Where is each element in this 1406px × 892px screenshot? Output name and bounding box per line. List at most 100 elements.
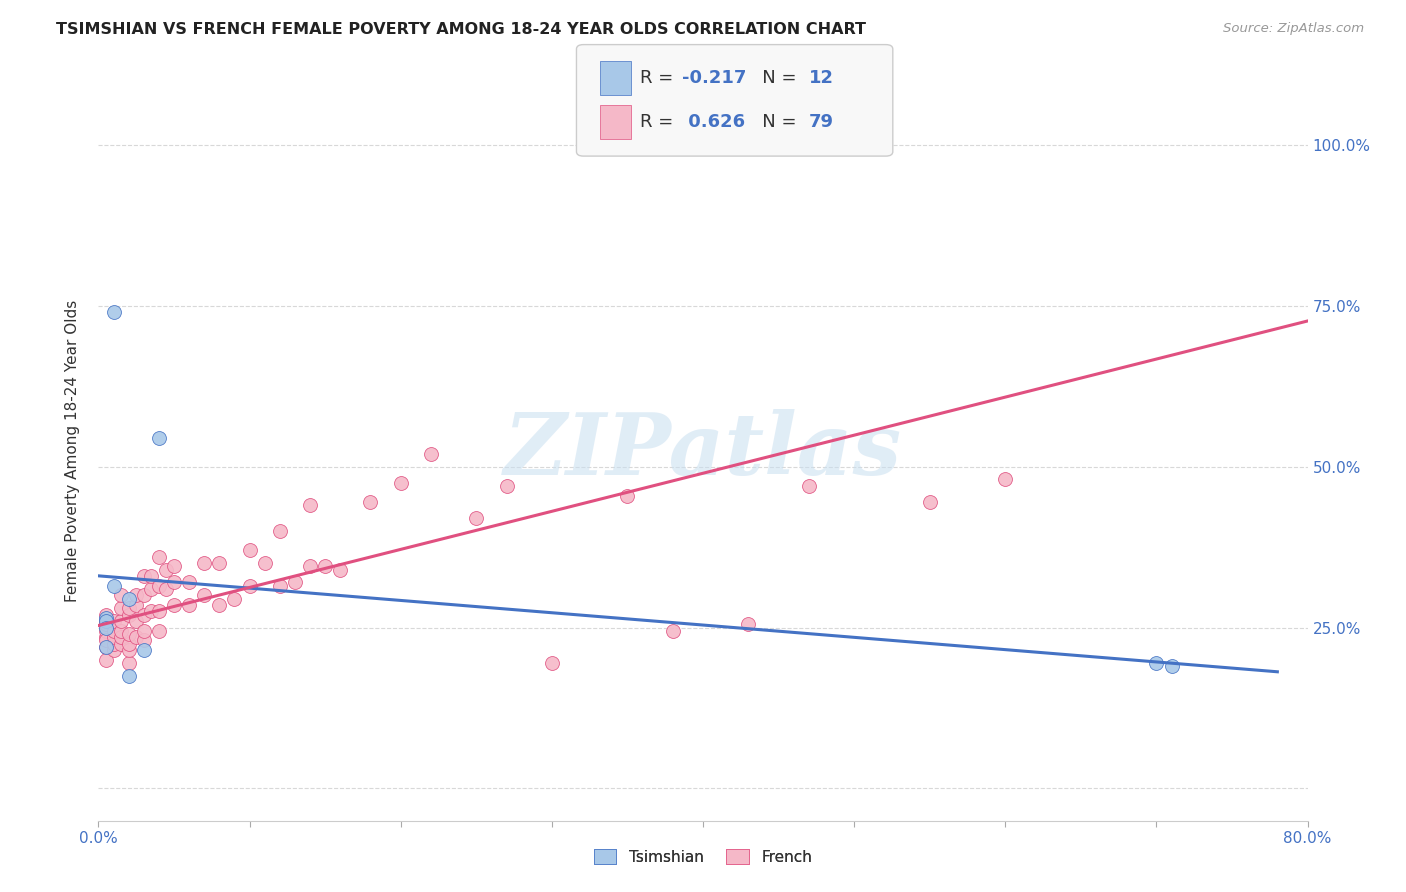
Point	[132, 624, 155, 638]
Point	[141, 604, 163, 618]
Point	[110, 601, 132, 615]
Point	[110, 588, 132, 602]
Point	[118, 591, 141, 606]
Point	[163, 575, 186, 590]
Point	[193, 556, 215, 570]
Point	[94, 614, 117, 628]
Point	[110, 624, 132, 638]
Point	[94, 617, 117, 632]
Point	[148, 624, 170, 638]
Point	[1144, 656, 1167, 670]
Point	[118, 627, 141, 641]
Point	[179, 598, 201, 612]
Text: 79: 79	[808, 113, 834, 131]
Point	[420, 447, 443, 461]
Point	[616, 489, 638, 503]
Point	[132, 588, 155, 602]
Point	[224, 591, 246, 606]
Point	[239, 579, 262, 593]
Point	[103, 643, 125, 657]
Point	[125, 630, 148, 644]
Point	[94, 633, 117, 648]
Point	[132, 569, 155, 583]
Point	[540, 656, 562, 670]
Point	[253, 556, 276, 570]
Point	[110, 637, 132, 651]
Point	[163, 598, 186, 612]
Point	[163, 559, 186, 574]
Point	[299, 498, 322, 512]
Point	[208, 598, 231, 612]
Point	[360, 495, 382, 509]
Point	[239, 543, 262, 558]
Point	[284, 575, 307, 590]
Point	[269, 524, 291, 538]
Text: -0.217: -0.217	[682, 69, 747, 87]
Point	[132, 633, 155, 648]
Point	[94, 630, 117, 644]
Point	[299, 559, 322, 574]
Text: 0.626: 0.626	[682, 113, 745, 131]
Point	[193, 588, 215, 602]
Point	[94, 624, 117, 638]
Text: R =: R =	[640, 113, 679, 131]
Point	[148, 604, 170, 618]
Point	[94, 653, 117, 667]
Point	[155, 563, 177, 577]
Point	[103, 579, 125, 593]
Point	[94, 640, 117, 654]
Point	[103, 624, 125, 638]
Text: ZIPatlas: ZIPatlas	[503, 409, 903, 492]
Point	[155, 582, 177, 596]
Point	[132, 643, 155, 657]
Point	[179, 575, 201, 590]
Point	[1160, 659, 1182, 673]
Y-axis label: Female Poverty Among 18-24 Year Olds: Female Poverty Among 18-24 Year Olds	[65, 300, 80, 601]
Point	[141, 569, 163, 583]
Point	[94, 620, 117, 634]
Point	[797, 479, 820, 493]
Point	[110, 614, 132, 628]
Point	[737, 617, 759, 632]
Point	[465, 511, 488, 525]
Point	[94, 614, 117, 628]
Text: 12: 12	[808, 69, 834, 87]
Point	[94, 640, 117, 654]
Point	[103, 637, 125, 651]
Point	[329, 563, 352, 577]
Point	[103, 614, 125, 628]
Text: Source: ZipAtlas.com: Source: ZipAtlas.com	[1223, 22, 1364, 36]
Point	[118, 656, 141, 670]
Point	[314, 559, 336, 574]
Point	[132, 607, 155, 622]
Point	[148, 431, 170, 445]
Point	[389, 475, 412, 490]
Point	[269, 579, 291, 593]
Point	[918, 495, 941, 509]
Point	[125, 598, 148, 612]
Text: N =: N =	[745, 69, 803, 87]
Point	[94, 611, 117, 625]
Point	[125, 614, 148, 628]
Point	[94, 607, 117, 622]
Point	[118, 637, 141, 651]
Point	[103, 630, 125, 644]
Point	[148, 579, 170, 593]
Text: N =: N =	[745, 113, 803, 131]
Point	[118, 601, 141, 615]
Point	[103, 305, 125, 319]
Point	[118, 607, 141, 622]
Legend: Tsimshian, French: Tsimshian, French	[586, 841, 820, 872]
Point	[118, 643, 141, 657]
Point	[148, 549, 170, 564]
Point	[125, 588, 148, 602]
Point	[118, 669, 141, 683]
Point	[110, 630, 132, 644]
Text: TSIMSHIAN VS FRENCH FEMALE POVERTY AMONG 18-24 YEAR OLDS CORRELATION CHART: TSIMSHIAN VS FRENCH FEMALE POVERTY AMONG…	[56, 22, 866, 37]
Point	[661, 624, 683, 638]
Text: R =: R =	[640, 69, 679, 87]
Point	[141, 582, 163, 596]
Point	[495, 479, 517, 493]
Point	[208, 556, 231, 570]
Point	[994, 472, 1017, 486]
